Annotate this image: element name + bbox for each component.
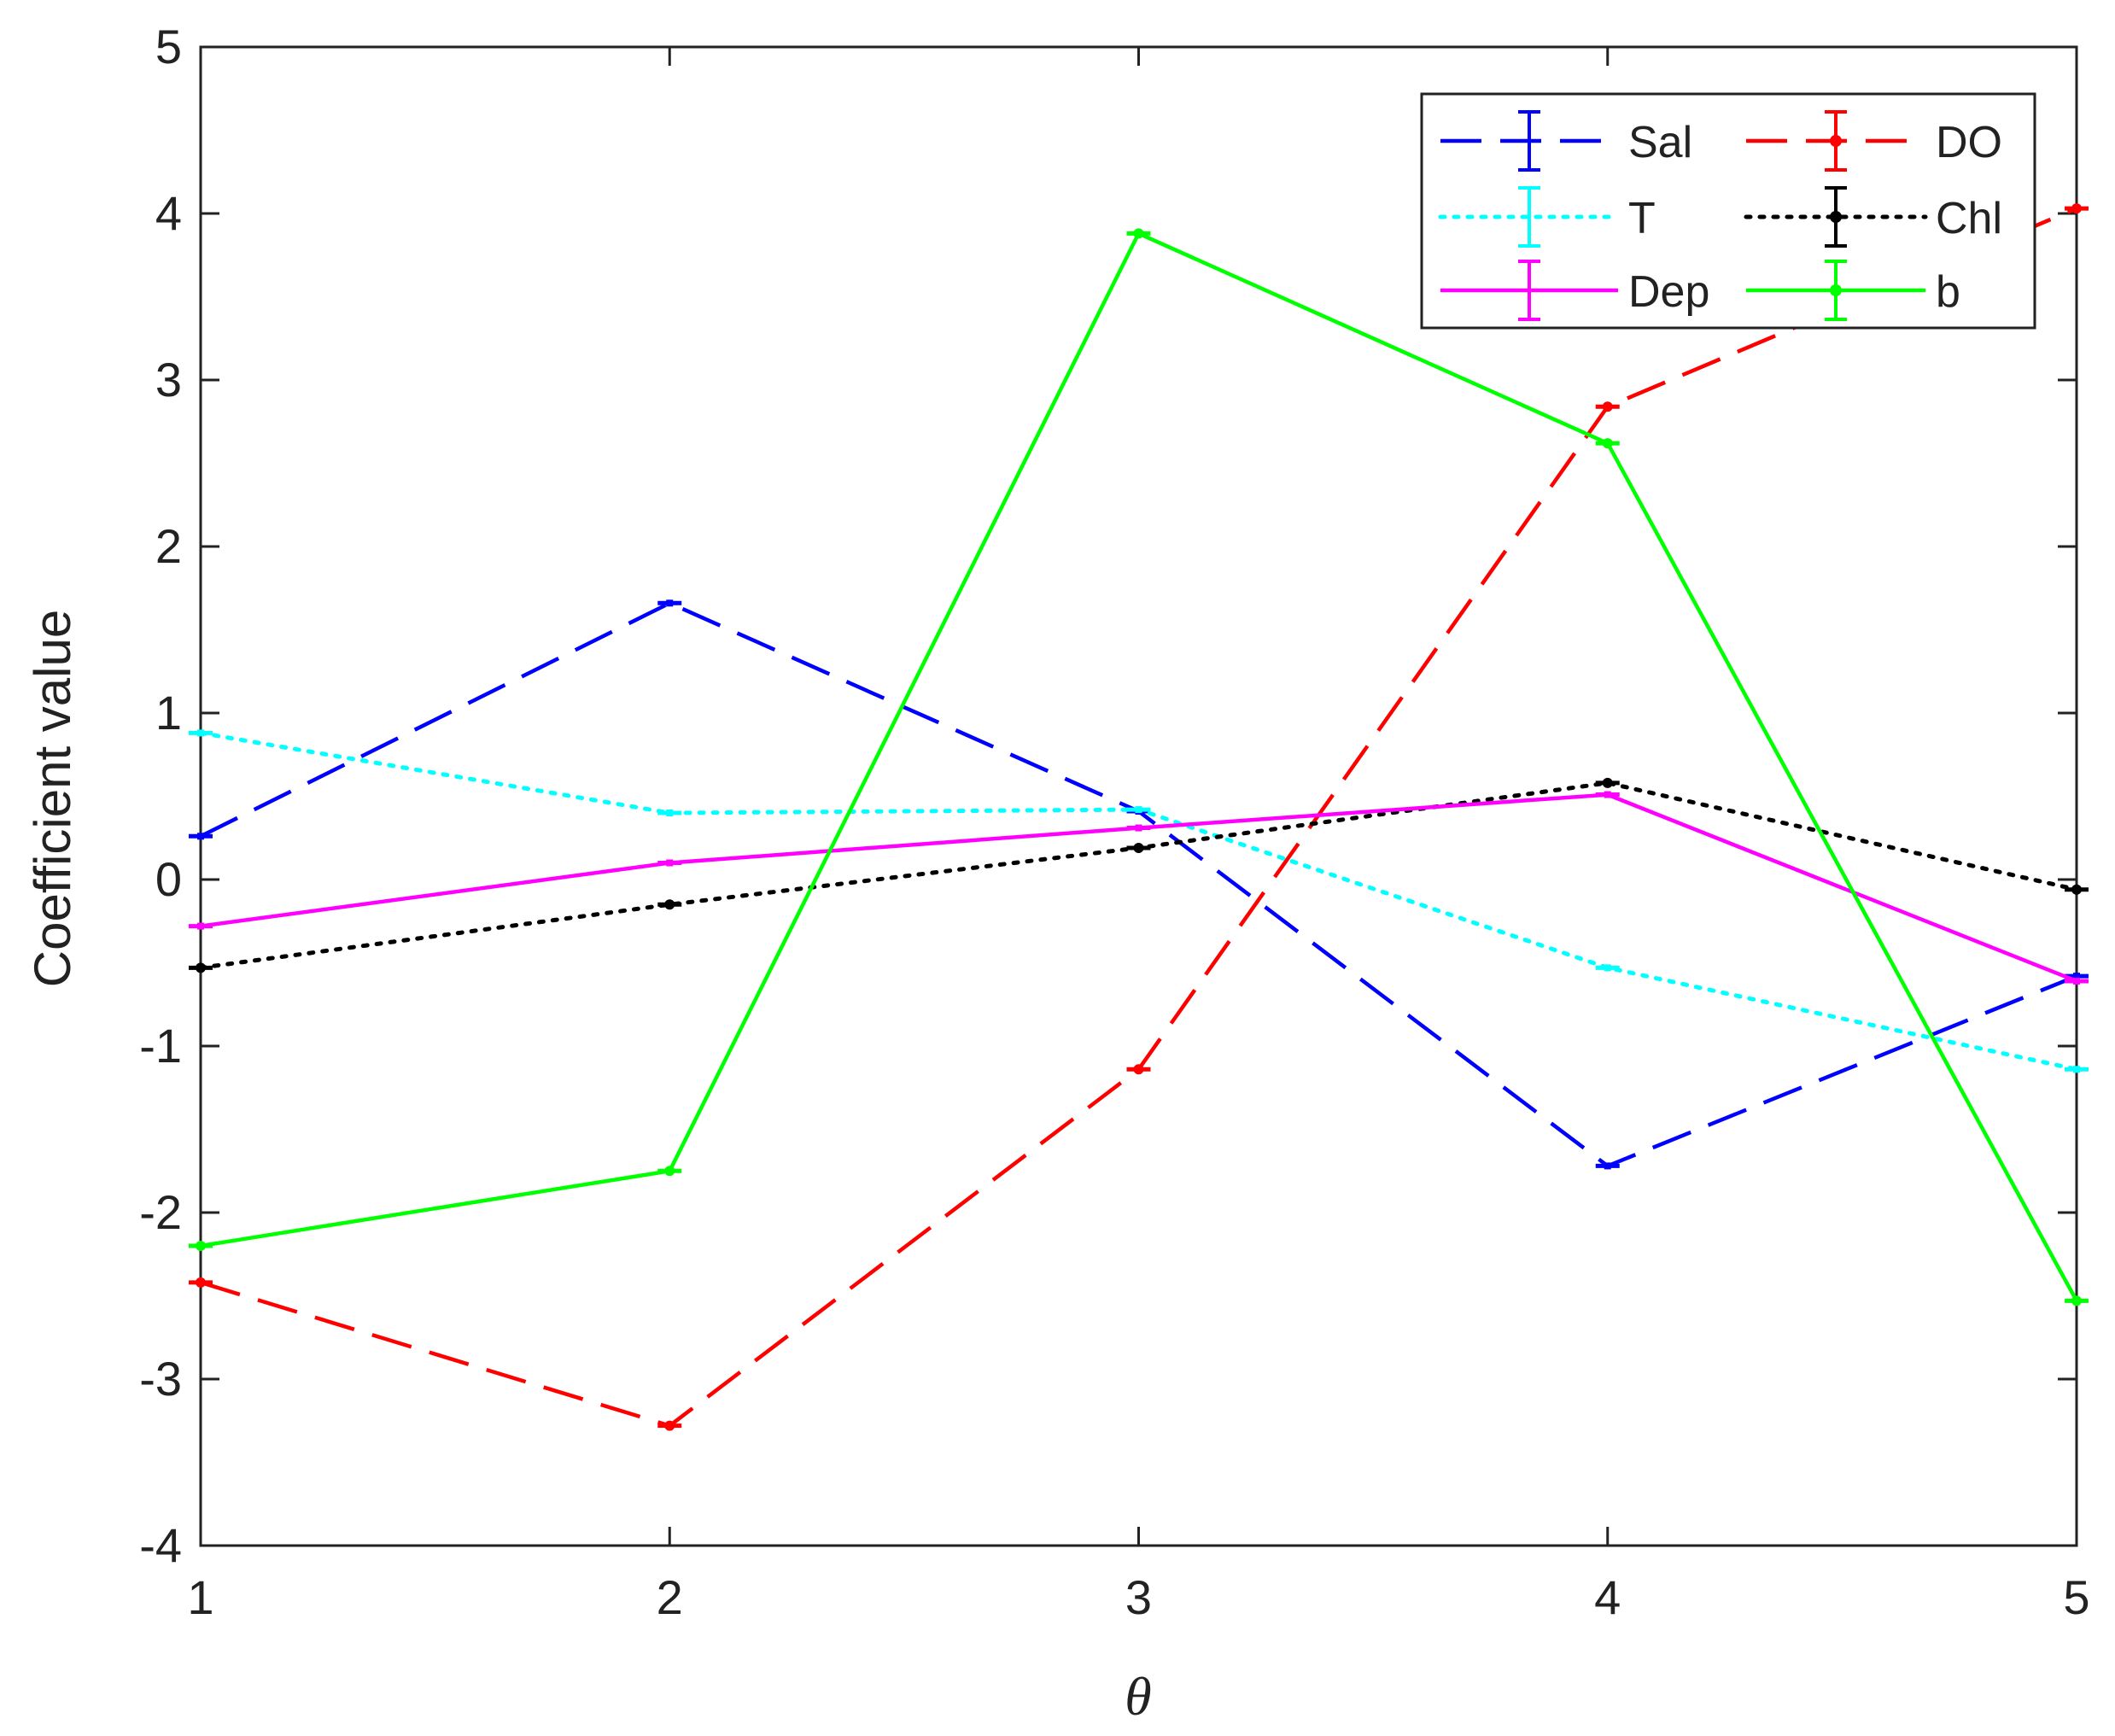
y-tick-label: -2: [139, 1185, 182, 1239]
legend-label: Chl: [1936, 194, 2002, 243]
legend-marker: [1830, 135, 1842, 147]
legend-marker: [1830, 284, 1842, 296]
legend-label: Dep: [1628, 267, 1709, 317]
x-axis-title: θ: [1125, 1666, 1151, 1727]
y-tick-label: -3: [139, 1352, 182, 1406]
data-point: [1133, 842, 1144, 853]
data-point: [664, 1420, 675, 1431]
legend-label: T: [1628, 194, 1656, 243]
y-axis-title: Coefficient value: [24, 610, 81, 988]
series-line: [200, 231, 2078, 1302]
legend-label: Sal: [1628, 118, 1692, 167]
tick-marks: [199, 45, 2078, 1547]
series-chl: [189, 777, 2089, 973]
data-point: [1602, 777, 1613, 788]
data-point: [666, 859, 674, 867]
y-tick-labels: -4 -3 -2 -1 0 1 2 3 4 5: [139, 20, 182, 1572]
data-point: [666, 810, 674, 816]
legend-item-sal: Sal: [1440, 110, 1692, 172]
x-tick-labels: 1 2 3 4 5: [187, 1570, 2089, 1624]
data-point: [1604, 791, 1611, 798]
series-t: [189, 729, 2089, 1073]
y-tick-label: 5: [155, 20, 182, 73]
data-point: [1602, 401, 1613, 412]
legend-item-t: T: [1438, 186, 1656, 248]
series-line: [200, 207, 2077, 1429]
y-tick-label: 1: [155, 686, 182, 739]
series-do: [189, 203, 2089, 1431]
y-tick-label: 2: [155, 519, 182, 573]
data-point: [1135, 824, 1142, 832]
legend-item-do: DO: [1746, 110, 2002, 172]
x-tick-label: 1: [187, 1570, 213, 1624]
y-tick-label: -4: [139, 1518, 182, 1572]
data-point: [2073, 973, 2080, 980]
data-point: [1604, 964, 1611, 972]
legend-marker: [1830, 211, 1842, 223]
data-point: [2071, 1295, 2082, 1306]
series-line: [199, 600, 2077, 1168]
x-tick-label: 3: [1125, 1570, 1152, 1624]
legend-item-chl: Chl: [1744, 186, 2002, 248]
x-tick-label: 4: [1594, 1570, 1621, 1624]
data-point: [197, 922, 204, 930]
series-lines: [189, 203, 2089, 1431]
data-point: [1604, 1162, 1611, 1170]
x-tick-label: 5: [2063, 1570, 2089, 1624]
data-point: [197, 729, 204, 737]
data-point: [1602, 438, 1613, 449]
y-tick-label: 4: [155, 186, 182, 240]
legend-label: b: [1936, 267, 1960, 317]
data-point: [2071, 884, 2082, 895]
data-point: [196, 962, 206, 973]
legend-item-dep: Dep: [1440, 260, 1709, 321]
x-tick-label: 2: [657, 1570, 683, 1624]
legend-item-b: b: [1746, 260, 1960, 321]
data-point: [1133, 228, 1144, 239]
y-tick-label: 3: [155, 353, 182, 406]
data-point: [2073, 977, 2080, 985]
data-point: [197, 833, 204, 840]
series-b: [189, 228, 2089, 1306]
series-dep: [189, 791, 2089, 985]
data-point: [666, 599, 674, 607]
y-tick-label: -1: [139, 1019, 182, 1073]
data-point: [664, 1166, 675, 1177]
data-point: [2071, 203, 2082, 214]
data-point: [1133, 1064, 1144, 1075]
series-sal: [189, 599, 2089, 1170]
y-tick-label: 0: [155, 852, 182, 906]
data-point: [196, 1241, 206, 1251]
legend: Sal DO T Chl Dep b: [1420, 92, 2036, 330]
data-point: [196, 1277, 206, 1288]
data-point: [1135, 806, 1142, 814]
data-point: [2073, 1066, 2080, 1073]
legend-label: DO: [1936, 118, 2002, 167]
data-point: [664, 899, 675, 910]
series-line: [200, 792, 2077, 983]
